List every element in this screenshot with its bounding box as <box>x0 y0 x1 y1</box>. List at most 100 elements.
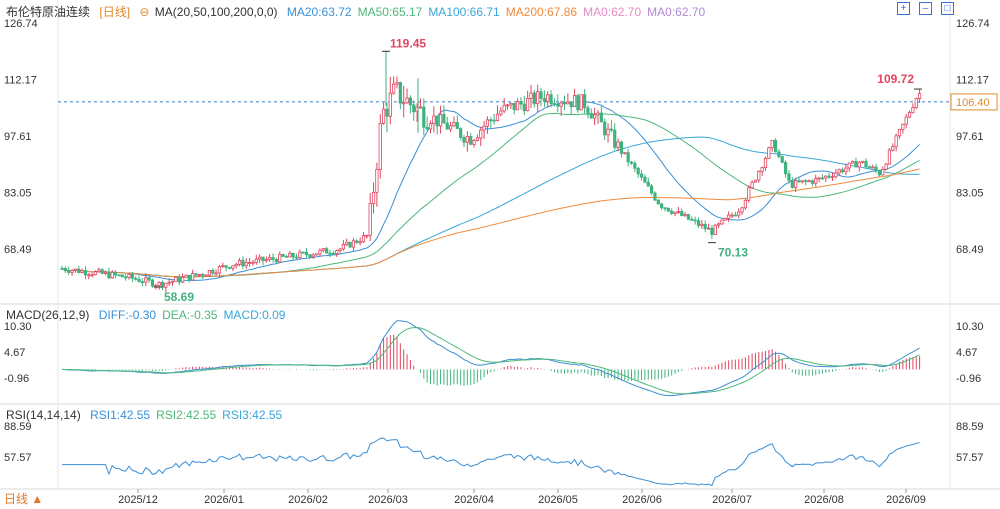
candle-body <box>770 139 774 149</box>
candle-body <box>686 213 691 220</box>
price-tick-label-right: 126.74 <box>956 18 990 30</box>
price-tick-label-left: 97.61 <box>4 131 32 143</box>
candle-body <box>800 180 804 183</box>
settings-icon[interactable]: ⊖ <box>139 5 150 19</box>
candle-body <box>452 122 456 127</box>
candle-body <box>318 249 322 255</box>
candle-body <box>840 169 845 173</box>
x-tick-label: 2026/04 <box>454 494 494 506</box>
candle-body <box>147 277 151 281</box>
candle-body <box>191 273 195 281</box>
candle-body <box>103 271 108 274</box>
candle-body <box>214 272 218 275</box>
candle-body <box>438 114 443 127</box>
candle-body <box>847 162 851 169</box>
candle-body <box>619 141 624 154</box>
candle-body <box>140 281 144 284</box>
candle-body <box>710 227 714 235</box>
candle-body <box>877 170 882 176</box>
candle-body <box>60 267 64 270</box>
candle-body <box>894 135 898 148</box>
candle-body <box>294 256 299 259</box>
candle-body <box>616 141 620 148</box>
candle-body <box>217 266 222 274</box>
candle-body <box>572 95 577 108</box>
candle-body <box>137 278 141 283</box>
main-chart-header: 布伦特原油连续 [日线] ⊖ MA(20,50,100,200,0,0) MA2… <box>6 3 717 20</box>
candle-body <box>700 223 704 226</box>
ma-line-ma100 <box>61 136 920 278</box>
candle-body <box>241 260 245 267</box>
candle-body <box>703 223 707 230</box>
candle-body <box>201 274 205 276</box>
candle-body <box>911 107 915 113</box>
toolbar: + – □ <box>897 2 954 15</box>
candle-body <box>663 207 667 210</box>
candle-body <box>341 244 346 250</box>
candle-body <box>314 253 319 256</box>
candle-body <box>428 123 433 130</box>
macd-value-2: MACD:0.09 <box>223 308 286 322</box>
candle-body <box>160 281 165 288</box>
candle-body <box>408 97 413 106</box>
candle-body <box>747 187 751 201</box>
current-price-label: 106.40 <box>956 97 990 109</box>
rsi-tick-label-right: 57.57 <box>956 452 984 464</box>
candle-body <box>194 273 198 276</box>
candle-body <box>760 167 764 172</box>
rsi-label: RSI(14,14,14) <box>6 408 81 422</box>
candle-body <box>348 241 352 248</box>
candle-body <box>368 203 372 236</box>
maximize-icon[interactable]: □ <box>941 2 954 15</box>
candle-body <box>737 211 741 216</box>
candle-body <box>492 119 496 122</box>
period-label[interactable]: [日线] <box>99 5 131 19</box>
candle-body <box>532 92 536 105</box>
candle-body <box>164 282 168 288</box>
candle-body <box>639 173 644 178</box>
candle-body <box>626 152 630 163</box>
candle-body <box>338 248 342 252</box>
candle-body <box>479 129 483 139</box>
candle-body <box>385 108 389 117</box>
period-switch-button[interactable]: 日线 ▲ <box>4 492 44 506</box>
candle-body <box>820 177 825 180</box>
x-tick-label: 2026/07 <box>712 494 752 506</box>
candle-body <box>643 176 647 183</box>
candle-body <box>184 274 188 278</box>
candle-body <box>469 136 473 145</box>
candle-body <box>857 161 861 168</box>
candle-body <box>844 167 848 173</box>
add-icon[interactable]: + <box>897 2 910 15</box>
candle-body <box>633 162 637 169</box>
minimize-icon[interactable]: – <box>919 2 932 15</box>
candle-body <box>154 285 158 287</box>
price-tick-label-left: 112.17 <box>4 75 37 87</box>
candle-body <box>90 274 94 277</box>
candle-body <box>851 160 855 164</box>
candle-body <box>837 169 841 174</box>
candle-body <box>505 104 510 107</box>
candle-body <box>150 279 155 287</box>
candle-body <box>187 274 191 281</box>
candle-body <box>73 268 77 271</box>
candle-body <box>331 252 335 255</box>
price-tick-label-right: 68.49 <box>956 244 984 256</box>
candle-body <box>606 128 610 136</box>
annotation-low-label: 58.69 <box>164 290 194 304</box>
ma-value-5: MA0:62.70 <box>647 5 706 19</box>
candle-body <box>861 160 865 163</box>
candle-body <box>529 92 533 99</box>
candle-body <box>100 269 104 274</box>
candle-body <box>559 102 563 107</box>
candle-body <box>670 210 674 214</box>
candle-body <box>519 101 523 105</box>
candle-body <box>355 240 359 243</box>
ma-value-2: MA100:66.71 <box>428 5 500 19</box>
candle-body <box>901 123 905 130</box>
rsi-value-1: RSI2:42.55 <box>156 408 217 422</box>
macd-header: MACD(26,12,9) DIFF:-0.30 DEA:-0.35 MACD:0.… <box>6 308 297 322</box>
candle-body <box>817 177 821 180</box>
candle-body <box>224 265 228 268</box>
